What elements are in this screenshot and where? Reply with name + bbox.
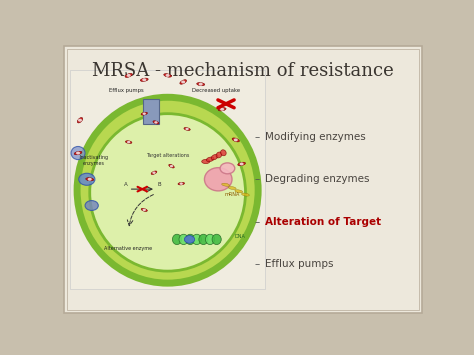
Ellipse shape (206, 157, 214, 162)
Ellipse shape (197, 83, 205, 86)
Text: Efflux pumps: Efflux pumps (265, 259, 334, 269)
Ellipse shape (184, 127, 190, 130)
Ellipse shape (125, 73, 132, 77)
Ellipse shape (234, 138, 238, 141)
Ellipse shape (199, 83, 203, 86)
Ellipse shape (178, 182, 184, 185)
Ellipse shape (126, 141, 132, 143)
Text: Inactivating
enzymes: Inactivating enzymes (79, 155, 108, 166)
Ellipse shape (220, 150, 226, 156)
FancyBboxPatch shape (143, 99, 159, 124)
Ellipse shape (204, 168, 232, 191)
Ellipse shape (218, 108, 226, 111)
Ellipse shape (173, 234, 182, 245)
Text: Efflux pumps: Efflux pumps (109, 88, 144, 93)
Text: –: – (255, 259, 260, 269)
Ellipse shape (180, 182, 183, 185)
Circle shape (85, 201, 98, 211)
FancyBboxPatch shape (70, 70, 265, 289)
Ellipse shape (232, 138, 239, 142)
Ellipse shape (235, 190, 243, 193)
Ellipse shape (179, 234, 188, 245)
Ellipse shape (192, 234, 201, 245)
Ellipse shape (212, 234, 221, 245)
Ellipse shape (170, 165, 173, 168)
Ellipse shape (202, 159, 210, 164)
Circle shape (79, 173, 95, 185)
Text: DNA: DNA (234, 234, 245, 239)
Ellipse shape (169, 164, 174, 168)
Text: Target alterations: Target alterations (146, 153, 189, 158)
Text: mRNA: mRNA (224, 192, 239, 197)
Ellipse shape (205, 234, 215, 245)
Ellipse shape (220, 163, 235, 174)
Ellipse shape (90, 114, 246, 271)
Ellipse shape (238, 162, 246, 166)
Ellipse shape (143, 113, 146, 115)
Text: Alteration of Target: Alteration of Target (265, 217, 381, 226)
Ellipse shape (140, 78, 148, 81)
Ellipse shape (185, 128, 189, 130)
Text: Alternative enzyme: Alternative enzyme (104, 246, 152, 251)
Ellipse shape (141, 208, 147, 212)
Ellipse shape (86, 178, 94, 181)
Ellipse shape (228, 186, 236, 190)
Text: MRSA - mechanism of resistance: MRSA - mechanism of resistance (92, 62, 394, 80)
Ellipse shape (186, 234, 195, 245)
Text: –: – (255, 217, 260, 226)
Ellipse shape (222, 183, 229, 186)
Ellipse shape (216, 152, 222, 158)
Ellipse shape (154, 121, 157, 124)
Ellipse shape (71, 147, 85, 160)
Ellipse shape (77, 97, 258, 283)
Ellipse shape (199, 234, 208, 245)
Ellipse shape (152, 171, 155, 174)
Ellipse shape (127, 141, 130, 143)
Ellipse shape (180, 80, 187, 84)
Ellipse shape (74, 151, 82, 155)
Ellipse shape (241, 193, 249, 196)
Text: –: – (255, 132, 260, 142)
Text: Degrading enzymes: Degrading enzymes (265, 174, 369, 184)
Circle shape (184, 236, 195, 243)
Ellipse shape (220, 108, 224, 111)
Ellipse shape (127, 74, 131, 77)
Ellipse shape (151, 171, 157, 174)
Text: A: A (124, 182, 128, 187)
Ellipse shape (143, 209, 146, 211)
Ellipse shape (76, 152, 80, 154)
Ellipse shape (77, 118, 82, 123)
FancyBboxPatch shape (64, 46, 422, 313)
Ellipse shape (181, 81, 185, 83)
Ellipse shape (239, 163, 244, 165)
Text: Decreased uptake: Decreased uptake (192, 88, 240, 93)
Text: –: – (255, 174, 260, 184)
Text: Modifying enzymes: Modifying enzymes (265, 132, 366, 142)
Ellipse shape (142, 78, 146, 81)
Text: B: B (157, 182, 161, 187)
Ellipse shape (88, 178, 92, 181)
Ellipse shape (211, 154, 218, 160)
Ellipse shape (78, 119, 82, 122)
Ellipse shape (153, 121, 159, 124)
Ellipse shape (164, 73, 172, 77)
Ellipse shape (141, 112, 147, 115)
Ellipse shape (165, 74, 170, 77)
